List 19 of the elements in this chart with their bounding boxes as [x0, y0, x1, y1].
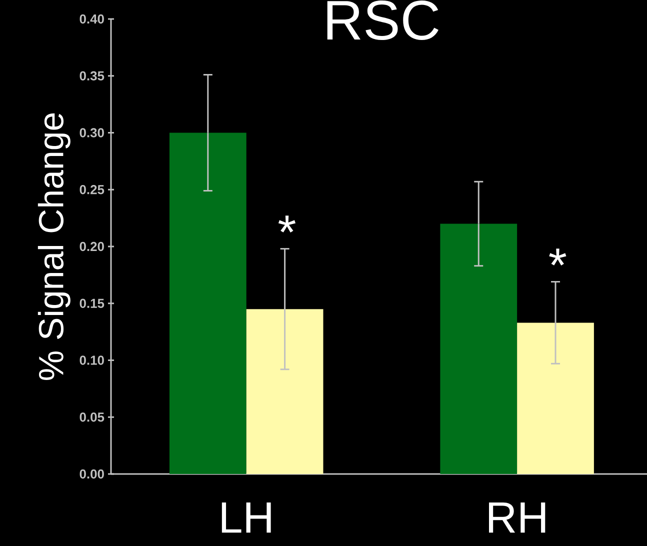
y-tick-label: 0.05 [80, 412, 104, 422]
y-tick-label: 0.15 [80, 298, 104, 308]
x-tick-label: RH [489, 502, 546, 533]
y-tick-label: 0.20 [80, 242, 104, 252]
annotation: * [278, 216, 296, 232]
y-tick-label: 0.40 [80, 14, 104, 24]
y-tick-label: 0.35 [80, 71, 104, 80]
chart-title: RSC [327, 0, 438, 40]
bar [440, 224, 518, 474]
y-tick-label: 0.10 [80, 356, 104, 365]
y-tick-label: 0.25 [80, 185, 104, 194]
bar [169, 132, 246, 474]
bar [246, 309, 324, 474]
annotation: * [549, 248, 566, 266]
x-tick-label: LH [222, 502, 271, 533]
y-axis-title: % Signal Change [38, 113, 70, 380]
y-tick-label: 0.00 [80, 469, 104, 479]
y-tick-label: 0.30 [80, 128, 104, 138]
bar [517, 322, 594, 474]
